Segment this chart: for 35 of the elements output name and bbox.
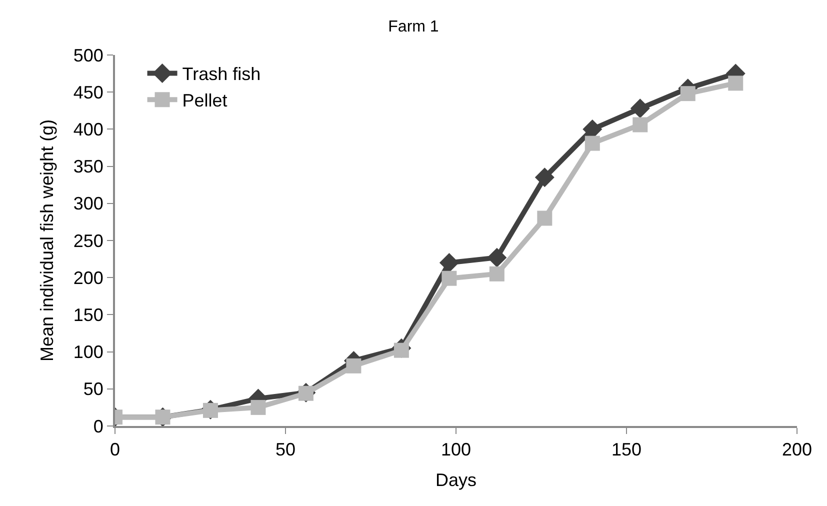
point (680, 86, 696, 102)
point (632, 117, 648, 132)
y-tick-label: 500 (73, 45, 104, 66)
x-tick-label: 100 (440, 440, 472, 460)
point (346, 358, 362, 374)
point (489, 266, 504, 282)
chart-title: Farm 1 (388, 18, 439, 36)
y-tick-label: 350 (73, 156, 104, 177)
y-tick-label: 300 (73, 194, 104, 214)
point (439, 253, 459, 273)
point (442, 270, 457, 286)
x-tick-label: 150 (611, 440, 642, 460)
point (487, 248, 507, 268)
point (537, 210, 552, 226)
y-tick-label: 100 (73, 342, 104, 362)
y-tick-label: 250 (73, 230, 104, 251)
x-tick-label: 0 (110, 440, 120, 460)
point (584, 136, 600, 151)
x-tick-label: 50 (275, 440, 296, 460)
y-tick-label: 50 (83, 379, 104, 400)
x-axis-title: Days (435, 470, 477, 490)
y-tick-label: 0 (93, 416, 104, 436)
point (155, 410, 170, 425)
y-tick-label: 200 (73, 268, 104, 288)
point (250, 400, 266, 415)
legend-label: Trash fish (182, 64, 261, 84)
y-axis-title: Mean individual fish weight (g) (37, 119, 58, 362)
y-tick-label: 400 (73, 120, 104, 140)
point (728, 76, 744, 91)
point (534, 168, 554, 188)
legend-label: Pellet (182, 90, 228, 111)
x-tick-label: 200 (782, 440, 812, 460)
y-tick-label: 450 (73, 82, 104, 102)
y-tick-label: 150 (73, 305, 104, 325)
point (630, 98, 650, 118)
